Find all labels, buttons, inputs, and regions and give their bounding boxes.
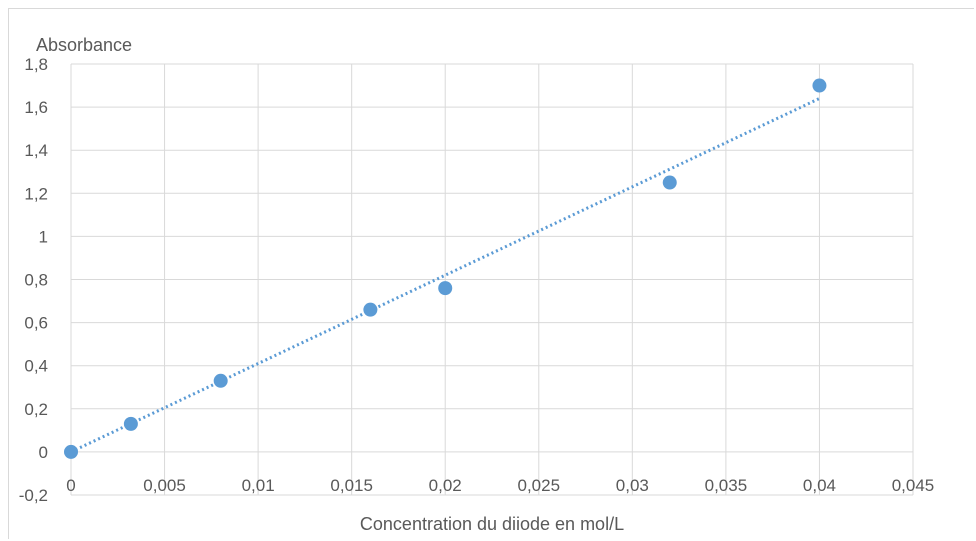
y-tick-label: 1	[39, 227, 48, 246]
data-point	[123, 416, 138, 431]
y-tick-label: 1,8	[24, 55, 48, 74]
data-point	[812, 78, 827, 93]
data-point	[64, 444, 78, 459]
x-tick-label: 0,035	[705, 476, 748, 495]
x-tick-label: 0,025	[518, 476, 561, 495]
data-point	[213, 373, 228, 388]
y-tick-label: 0	[39, 443, 48, 462]
y-tick-label: 0,4	[24, 357, 48, 376]
x-tick-label: 0,03	[616, 476, 649, 495]
x-tick-label: 0,01	[242, 476, 275, 495]
x-tick-label: 0,015	[330, 476, 373, 495]
grid	[70, 63, 914, 496]
x-tick-label: 0	[66, 476, 75, 495]
chart-frame	[8, 8, 974, 539]
data-points	[64, 78, 827, 459]
tick-labels: 0 0,005 0,01 0,015 0,02 0,025 0,03 0,035 0,04 0,0…	[19, 55, 935, 505]
y-tick-label: -0,2	[19, 486, 48, 505]
data-point	[363, 302, 378, 317]
y-tick-label: 0,8	[24, 271, 48, 290]
x-axis-title: Concentration du diiode en mol/L	[360, 514, 624, 534]
y-tick-label: 1,4	[24, 141, 48, 160]
x-tick-label: 0,04	[803, 476, 836, 495]
x-tick-label: 0,02	[429, 476, 462, 495]
y-tick-label: 1,2	[24, 184, 48, 203]
y-tick-label: 0,6	[24, 314, 48, 333]
y-axis-title: Absorbance	[36, 35, 132, 55]
x-tick-label: 0,005	[143, 476, 186, 495]
y-tick-label: 0,2	[24, 400, 48, 419]
data-point	[662, 175, 677, 190]
x-tick-label: 0,045	[892, 476, 935, 495]
data-point	[438, 281, 453, 296]
y-tick-label: 1,6	[24, 98, 48, 117]
